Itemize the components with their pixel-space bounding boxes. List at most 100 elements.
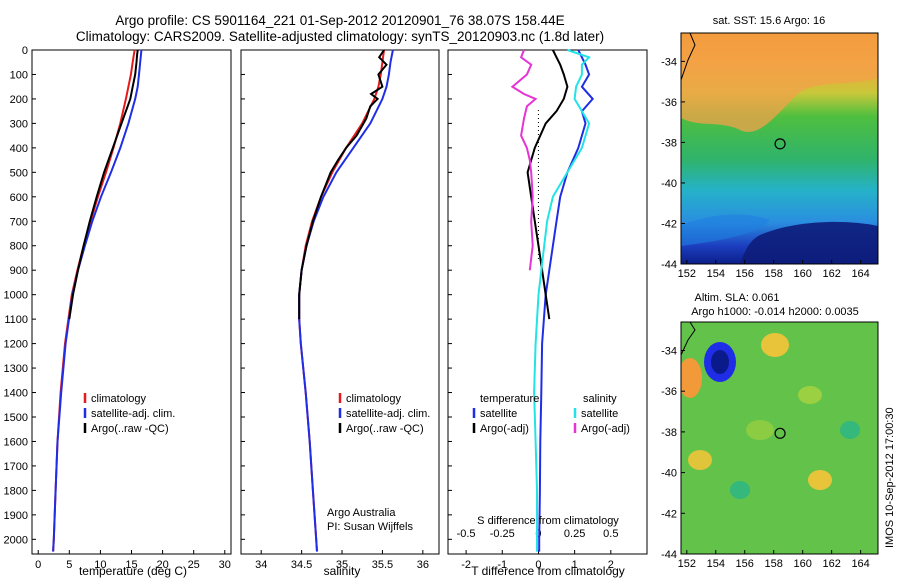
legend-label: Argo(-adj) xyxy=(581,423,630,435)
coastline-sla xyxy=(681,322,696,356)
map-y-tick-label: -36 xyxy=(661,386,677,398)
map-x-tick-label: 160 xyxy=(793,268,811,280)
sst-cool-band xyxy=(681,214,770,246)
y-tick-label: 1900 xyxy=(4,510,28,522)
s-tick-label: 0.5 xyxy=(603,528,618,540)
map-y-tick-label: -34 xyxy=(661,345,677,357)
y-tick-label: 200 xyxy=(10,94,28,106)
y-tick-label: 1700 xyxy=(4,461,28,473)
profile-location-marker xyxy=(774,138,786,150)
y-tick-label: 300 xyxy=(10,118,28,130)
x-tick-label: 35.5 xyxy=(372,559,393,571)
temperature-axis-label: temperature (deg C) xyxy=(79,564,187,578)
x-tick-label: 2 xyxy=(608,559,614,571)
map-x-tick-label: 154 xyxy=(707,268,725,280)
series-line-2 xyxy=(68,49,139,320)
map-x-tick-label: 164 xyxy=(851,558,869,570)
sst-map-title: sat. SST: 15.6 Argo: 16 xyxy=(713,15,826,27)
series-line-0 xyxy=(538,49,595,552)
x-tick-label: 5 xyxy=(66,559,72,571)
map-x-tick-label: 164 xyxy=(851,268,869,280)
sst-cold-patch xyxy=(740,221,878,264)
map-x-tick-label: 156 xyxy=(736,558,754,570)
series-line-2 xyxy=(298,49,388,320)
legend-label: climatology xyxy=(91,393,147,405)
imos-credit: IMOS 10-Sep-2012 17:00:30 xyxy=(884,407,896,548)
t-difference-axis-label: T difference from climatology xyxy=(471,564,625,578)
legend-label: Argo(..raw -QC) xyxy=(346,423,424,435)
y-tick-label: 1100 xyxy=(4,314,28,326)
coastline-sst xyxy=(681,33,696,81)
legend-label: Argo(..raw -QC) xyxy=(91,423,169,435)
salinity-panel: 34 34.5 35 35.5 36 climatology satellite-adj. … xyxy=(240,49,440,578)
x-tick-label: -1 xyxy=(497,559,507,571)
map-y-tick-label: -40 xyxy=(661,468,677,480)
y-tick-label: 1800 xyxy=(4,485,28,497)
map-x-tick-label: 154 xyxy=(707,558,725,570)
series-line-3 xyxy=(510,49,538,271)
sst-warm-tongue xyxy=(681,33,878,132)
legend-label: climatology xyxy=(346,393,402,405)
credit-line2: PI: Susan Wijffels xyxy=(327,521,413,533)
y-tick-label: 1000 xyxy=(4,290,28,302)
map-y-tick-label: -42 xyxy=(661,508,677,520)
y-tick-label: 800 xyxy=(10,241,28,253)
figure-title-line2: Climatology: CARS2009. Satellite-adjuste… xyxy=(76,29,604,44)
map-x-tick-label: 152 xyxy=(678,558,696,570)
y-tick-label: 400 xyxy=(10,143,28,155)
x-tick-label: 34.5 xyxy=(291,559,312,571)
s-difference-axis-label: S difference from climatology xyxy=(477,515,619,527)
y-tick-label: 700 xyxy=(10,216,28,228)
sla-map-title-line2: Argo h1000: -0.014 h2000: 0.0035 xyxy=(691,306,859,318)
legend-label: satellite-adj. clim. xyxy=(346,408,430,420)
legend-label: satellite xyxy=(581,408,618,420)
map-y-tick-label: -44 xyxy=(661,259,677,271)
y-tick-label: 2000 xyxy=(4,534,28,546)
profile-location-marker xyxy=(774,427,786,439)
map-x-tick-label: 158 xyxy=(765,268,783,280)
y-tick-label: 1200 xyxy=(4,339,28,351)
difference-panel: -2 -1 0 1 2-0.5 -0.25 0 0.25 0.5temperaturesatel… xyxy=(447,49,648,578)
map-x-tick-label: 152 xyxy=(678,268,696,280)
y-tick-label: 0 xyxy=(22,45,28,57)
map-x-tick-label: 162 xyxy=(822,558,840,570)
map-x-tick-label: 158 xyxy=(765,558,783,570)
x-tick-label: 10 xyxy=(94,559,106,571)
x-tick-label: 0 xyxy=(35,559,41,571)
legend-label: Argo(-adj) xyxy=(480,423,529,435)
y-tick-label: 500 xyxy=(10,167,28,179)
map-y-tick-label: -34 xyxy=(661,56,677,68)
x-tick-label: 20 xyxy=(156,559,168,571)
x-tick-label: 35 xyxy=(336,559,348,571)
y-tick-label: 900 xyxy=(10,265,28,277)
sst-map-panel: sat. SST: 15.6 Argo: 16 152 154 156 158 160 1… xyxy=(661,15,879,280)
series-line-1 xyxy=(526,49,569,320)
y-tick-label: 600 xyxy=(10,192,28,204)
s-tick-label: 0.25 xyxy=(564,528,585,540)
x-tick-label: 30 xyxy=(219,559,231,571)
x-tick-label: -2 xyxy=(461,559,471,571)
series-line-2 xyxy=(533,49,591,552)
sla-map-title-line1: Altim. SLA: 0.061 xyxy=(695,292,780,304)
map-x-tick-label: 160 xyxy=(793,558,811,570)
x-tick-label: 36 xyxy=(417,559,429,571)
series-line-1 xyxy=(298,49,394,552)
s-tick-label: -0.5 xyxy=(457,528,476,540)
legend-label: satellite-adj. clim. xyxy=(91,408,175,420)
figure-title-line1: Argo profile: CS 5901164_221 01-Sep-2012… xyxy=(115,13,564,28)
map-x-tick-label: 162 xyxy=(822,268,840,280)
series-line-1 xyxy=(52,49,143,552)
map-y-tick-label: -42 xyxy=(661,218,677,230)
map-y-tick-label: -40 xyxy=(661,178,677,190)
salinity-axis-label: salinity xyxy=(324,564,361,578)
legend-label: satellite xyxy=(480,408,517,420)
map-y-tick-label: -36 xyxy=(661,97,677,109)
y-tick-label: 100 xyxy=(10,69,28,81)
y-tick-label: 1500 xyxy=(4,412,28,424)
series-line-0 xyxy=(52,49,136,552)
y-tick-label: 1300 xyxy=(4,363,28,375)
y-tick-label: 1600 xyxy=(4,436,28,448)
sla-map-panel: Altim. SLA: 0.061 Argo h1000: -0.014 h20… xyxy=(661,292,879,570)
map-x-tick-label: 156 xyxy=(736,268,754,280)
